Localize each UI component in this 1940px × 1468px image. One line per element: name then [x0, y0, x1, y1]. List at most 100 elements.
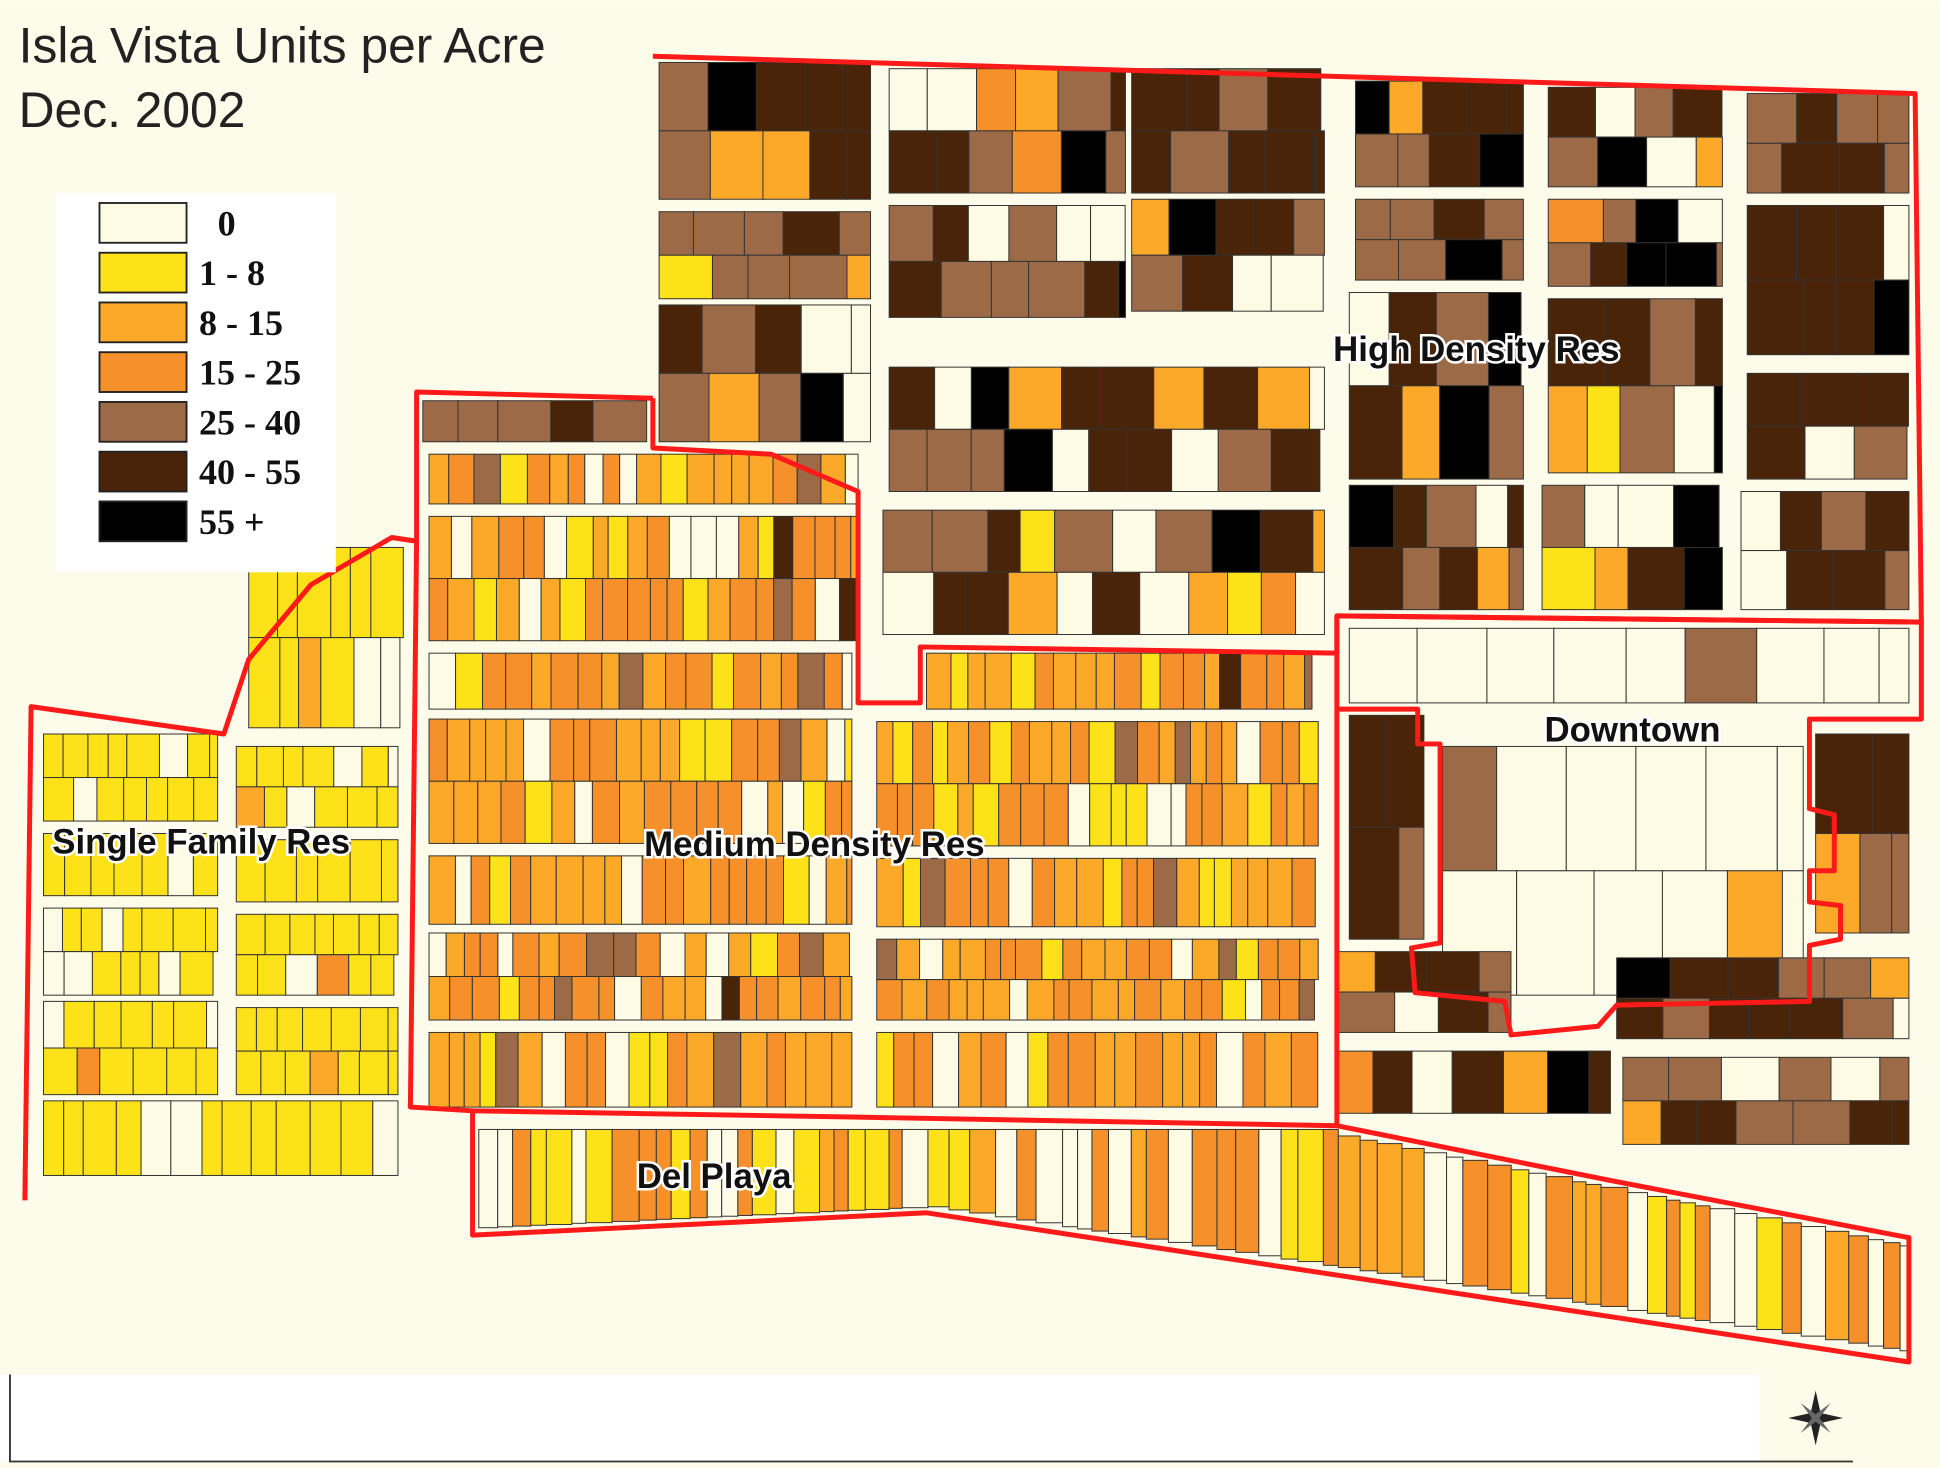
parcel: [1820, 491, 1867, 552]
parcel: [684, 976, 707, 1021]
parcel: [746, 855, 767, 925]
parcel: [1476, 546, 1510, 611]
parcel: [167, 777, 195, 822]
parcel: [1257, 938, 1279, 981]
parcel: [780, 652, 799, 710]
parcel: [235, 1050, 262, 1096]
parcel: [1398, 826, 1425, 940]
parcel: [1401, 385, 1441, 480]
parcel: [950, 652, 969, 710]
parcel: [538, 932, 560, 977]
parcel: [76, 1047, 101, 1096]
parcel: [1056, 204, 1092, 262]
parcel: [1634, 86, 1674, 138]
parcel: [1014, 938, 1043, 981]
parcel: [1619, 385, 1675, 474]
parcel: [555, 855, 584, 925]
parcel: [1088, 721, 1116, 785]
parcel: [1735, 1100, 1794, 1145]
parcel: [618, 652, 644, 710]
parcel: [1865, 491, 1910, 552]
parcel: [1584, 484, 1619, 548]
parcel: [1047, 1031, 1069, 1108]
parcel: [1355, 239, 1400, 281]
parcel: [1259, 509, 1314, 573]
parcel: [1679, 1202, 1696, 1319]
parcel: [1496, 745, 1567, 872]
parcel: [1859, 832, 1893, 934]
parcel: [549, 453, 569, 505]
parcel: [948, 1128, 971, 1211]
parcel: [757, 718, 780, 782]
parcel: [538, 976, 556, 1021]
parcel: [1883, 204, 1910, 281]
parcel: [471, 976, 500, 1021]
parcel: [1185, 783, 1203, 847]
parcel: [1815, 832, 1861, 934]
parcel: [349, 839, 382, 903]
parcel: [643, 780, 672, 844]
parcel: [1105, 130, 1126, 194]
parcel: [658, 61, 709, 132]
parcel: [834, 515, 852, 580]
parcel: [1799, 372, 1859, 427]
parcel: [1095, 652, 1115, 710]
parcel: [260, 1050, 286, 1096]
parcel: [585, 1128, 613, 1224]
parcel: [314, 913, 334, 956]
parcel: [1131, 198, 1170, 256]
parcel: [1189, 721, 1207, 785]
parcel: [1062, 938, 1083, 981]
parcel: [708, 372, 760, 443]
parcel: [969, 1128, 997, 1214]
parcel: [1778, 1056, 1832, 1102]
parcel: [1486, 627, 1555, 704]
parcel: [684, 932, 707, 977]
parcel: [446, 718, 471, 782]
parcel: [337, 1050, 360, 1096]
parcel: [1137, 721, 1160, 785]
parcel: [882, 571, 935, 636]
parcel: [926, 979, 950, 1021]
parcel: [619, 453, 638, 505]
parcel: [1068, 979, 1093, 1021]
parcel: [1605, 298, 1651, 387]
parcel: [800, 372, 844, 443]
parcel: [1834, 279, 1875, 356]
parcel: [1051, 428, 1090, 492]
parcel: [82, 1100, 117, 1176]
parcel: [809, 130, 848, 200]
parcel: [876, 979, 903, 1021]
parcel: [728, 855, 748, 925]
parcel: [1503, 1050, 1549, 1114]
parcel: [1139, 571, 1190, 636]
parcel: [585, 578, 604, 642]
parcel: [1673, 484, 1720, 548]
parcel: [1010, 721, 1030, 785]
parcel: [1075, 652, 1097, 710]
parcel: [1878, 627, 1910, 704]
parcel: [713, 453, 733, 505]
parcel: [841, 61, 872, 132]
parcel: [1053, 979, 1070, 1021]
parcel: [839, 976, 853, 1021]
parcel: [984, 938, 1002, 981]
parcel: [330, 1007, 361, 1052]
parcel: [1159, 652, 1184, 710]
parcel: [970, 857, 989, 928]
parcel: [348, 954, 372, 996]
parcel: [665, 652, 687, 710]
parcel: [1217, 428, 1272, 492]
parcel: [1746, 204, 1798, 281]
parcel: [99, 1047, 134, 1096]
parcel: [1348, 826, 1400, 940]
parcel: [729, 578, 757, 642]
parcel: [1600, 1186, 1629, 1307]
parcel: [285, 954, 318, 996]
parcel: [658, 372, 710, 443]
parcel: [1277, 938, 1301, 981]
parcel: [1247, 857, 1269, 928]
parcel: [864, 1128, 890, 1210]
parcel: [1076, 857, 1104, 928]
parcel: [1110, 783, 1127, 847]
